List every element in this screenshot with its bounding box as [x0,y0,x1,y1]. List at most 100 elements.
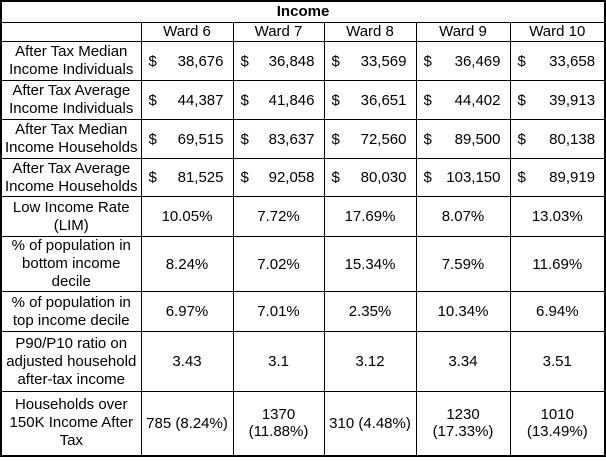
value-cell[interactable]: 3.34 [415,331,511,392]
value-cell[interactable]: $89,919 [509,158,606,197]
value-cell[interactable]: $103,150 [415,158,511,197]
cell-value: 92,058 [268,169,315,186]
cell-value: 44,387 [177,91,224,109]
currency-symbol: $ [148,52,157,70]
value-cell[interactable]: 1010 (13.49%) [509,391,606,456]
row-label[interactable]: After Tax Average Income Households [0,158,142,197]
row-label[interactable]: Low Income Rate (LIM) [0,196,142,237]
value-cell[interactable]: 15.34% [323,236,417,292]
cell-value: 80,138 [549,130,596,148]
currency-symbol: $ [240,52,249,70]
table-title[interactable]: Income [0,0,606,23]
cell-value: 81,525 [177,169,224,186]
value-cell[interactable]: $36,848 [232,41,325,81]
table-row: After Tax Average Income Individuals $44,… [0,80,606,120]
value-cell[interactable]: $41,846 [232,80,325,120]
value-cell[interactable]: $80,138 [509,119,606,159]
value-cell[interactable]: $89,500 [415,119,511,159]
value-cell[interactable]: 785 (8.24%) [140,391,234,456]
currency-symbol: $ [240,91,249,109]
value-cell[interactable]: $92,058 [232,158,325,197]
value-cell[interactable]: $80,030 [323,158,417,197]
currency-symbol: $ [148,91,157,109]
value-cell[interactable]: $36,469 [415,41,511,81]
value-cell[interactable]: 10.05% [140,196,234,237]
value-cell[interactable]: 10.34% [415,291,511,332]
value-cell[interactable]: 8.24% [140,236,234,292]
value-cell[interactable]: 7.59% [415,236,511,292]
currency-symbol: $ [423,52,432,70]
row-label[interactable]: P90/P10 ratio on adjusted household afte… [0,331,142,392]
cell-value: 38,676 [177,52,224,70]
value-cell[interactable]: $33,658 [509,41,606,81]
column-header-ward-8[interactable]: Ward 8 [323,22,417,42]
cell-value: 44,402 [454,91,501,109]
currency-symbol: $ [331,91,340,109]
value-cell[interactable]: $38,676 [140,41,234,81]
value-cell[interactable]: 7.72% [232,196,325,237]
value-cell[interactable]: $44,387 [140,80,234,120]
currency-symbol: $ [240,169,249,186]
table-row: % of population in bottom income decile 8… [0,236,606,292]
value-cell[interactable]: 2.35% [323,291,417,332]
value-cell[interactable]: $33,569 [323,41,417,81]
value-cell[interactable]: 13.03% [509,196,606,237]
value-cell[interactable]: 17.69% [323,196,417,237]
value-cell[interactable]: 8.07% [415,196,511,237]
value-cell[interactable]: 1370 (11.88%) [232,391,325,456]
currency-symbol: $ [148,169,157,186]
cell-value: 89,500 [454,130,501,148]
row-label[interactable]: After Tax Average Income Individuals [0,80,142,120]
header-row: Ward 6 Ward 7 Ward 8 Ward 9 Ward 10 [0,22,606,42]
cell-value: 33,658 [549,52,596,70]
cell-value: 72,560 [360,130,407,148]
value-cell[interactable]: $69,515 [140,119,234,159]
table-row: After Tax Median Income Households $69,51… [0,119,606,159]
cell-value: 69,515 [177,130,224,148]
value-cell[interactable]: 7.02% [232,236,325,292]
table-row: Households over 150K Income After Tax 785… [0,391,606,456]
value-cell[interactable]: $44,402 [415,80,511,120]
value-cell[interactable]: 310 (4.48%) [323,391,417,456]
table-row: P90/P10 ratio on adjusted household afte… [0,331,606,392]
value-cell[interactable]: 3.1 [232,331,325,392]
value-cell[interactable]: 6.94% [509,291,606,332]
cell-value: 89,919 [549,169,596,186]
value-cell[interactable]: 6.97% [140,291,234,332]
corner-cell[interactable] [0,22,142,42]
column-header-ward-6[interactable]: Ward 6 [140,22,234,42]
currency-symbol: $ [331,52,340,70]
currency-symbol: $ [240,130,249,148]
row-label[interactable]: Households over 150K Income After Tax [0,391,142,456]
cell-value: 36,848 [268,52,315,70]
currency-symbol: $ [517,91,526,109]
currency-symbol: $ [148,130,157,148]
currency-symbol: $ [423,130,432,148]
currency-symbol: $ [423,91,432,109]
value-cell[interactable]: 7.01% [232,291,325,332]
cell-value: 80,030 [360,169,407,186]
value-cell[interactable]: $83,637 [232,119,325,159]
row-label[interactable]: % of population in bottom income decile [0,236,142,292]
value-cell[interactable]: $72,560 [323,119,417,159]
column-header-ward-9[interactable]: Ward 9 [415,22,511,42]
column-header-ward-7[interactable]: Ward 7 [232,22,325,42]
value-cell[interactable]: $81,525 [140,158,234,197]
value-cell[interactable]: $39,913 [509,80,606,120]
title-row: Income [0,0,606,23]
value-cell[interactable]: $36,651 [323,80,417,120]
row-label[interactable]: % of population in top income decile [0,291,142,332]
currency-symbol: $ [423,169,432,186]
currency-symbol: $ [517,130,526,148]
column-header-ward-10[interactable]: Ward 10 [509,22,606,42]
cell-value: 39,913 [549,91,596,109]
row-label[interactable]: After Tax Median Income Individuals [0,41,142,81]
value-cell[interactable]: 11.69% [509,236,606,292]
value-cell[interactable]: 3.12 [323,331,417,392]
row-label[interactable]: After Tax Median Income Households [0,119,142,159]
value-cell[interactable]: 3.43 [140,331,234,392]
value-cell[interactable]: 3.51 [509,331,606,392]
cell-value: 36,469 [454,52,501,70]
value-cell[interactable]: 1230 (17.33%) [415,391,511,456]
